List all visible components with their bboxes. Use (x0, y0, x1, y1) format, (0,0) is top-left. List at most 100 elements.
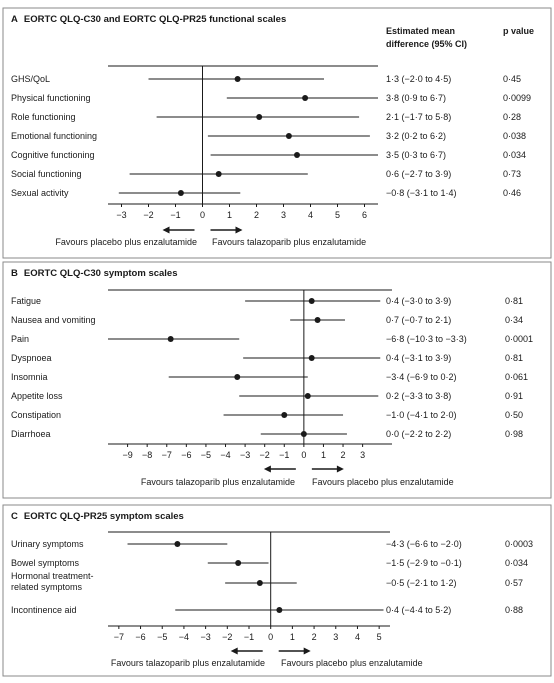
row-label: Incontinence aid (11, 605, 77, 615)
favours-left-arrow-head (263, 465, 271, 473)
x-tick-label: −1 (170, 210, 180, 220)
p-value: 0·91 (505, 391, 523, 401)
point-estimate (281, 412, 288, 418)
point-estimate (276, 607, 283, 613)
panel-title-text: EORTC QLQ-C30 and EORTC QLQ-PR25 functio… (24, 14, 286, 25)
estimate-ci-text: 0·7 (−0·7 to 2·1) (386, 315, 451, 325)
estimate-ci-text: 0·0 (−2·2 to 2·2) (386, 429, 451, 439)
x-tick-label: −7 (114, 632, 124, 642)
point-estimate (167, 336, 174, 342)
p-value: 0·81 (505, 353, 523, 363)
row-label: Role functioning (11, 112, 76, 122)
x-tick-label: −1 (279, 450, 289, 460)
panel-title-text: EORTC QLQ-C30 symptom scales (24, 268, 178, 279)
row-label: Urinary symptoms (11, 539, 84, 549)
column-header-p-value: p value (503, 26, 534, 36)
p-value: 0·45 (503, 74, 521, 84)
x-tick-label: 5 (377, 632, 382, 642)
forest-row: Fatigue 0·4 (−3·0 to 3·9) 0·81 (11, 296, 523, 306)
estimate-ci-text: 3·5 (0·3 to 6·7) (386, 150, 446, 160)
row-label: Sexual activity (11, 188, 69, 198)
forest-row: Cognitive functioning 3·5 (0·3 to 6·7) 0·0… (11, 150, 526, 160)
x-tick-label: 0 (301, 450, 306, 460)
forest-row: Insomnia −3·4 (−6·9 to 0·2) 0·061 (11, 372, 528, 382)
point-estimate (294, 152, 300, 158)
p-value: 0·0001 (505, 334, 533, 344)
forest-row: Social functioning 0·6 (−2·7 to 3·9) 0·73 (11, 169, 521, 179)
favours-right-label: Favours placebo plus enzalutamide (281, 658, 423, 668)
x-tick-label: −1 (244, 632, 254, 642)
column-header-estimate: difference (95% CI) (386, 39, 467, 49)
row-label: Nausea and vomiting (11, 315, 96, 325)
row-label: related symptoms (11, 582, 83, 592)
row-label: Pain (11, 334, 29, 344)
panel-letter: C (11, 511, 18, 522)
point-estimate (177, 190, 184, 196)
point-estimate (234, 76, 241, 82)
estimate-ci-text: 0·6 (−2·7 to 3·9) (386, 169, 451, 179)
estimate-ci-text: −1·0 (−4·1 to 2·0) (386, 410, 457, 420)
x-tick-label: 4 (355, 632, 360, 642)
x-tick-label: −4 (220, 450, 230, 460)
forest-row: Urinary symptoms −4·3 (−6·6 to −2·0) 0·000… (11, 539, 533, 549)
panel-a: A EORTC QLQ-C30 and EORTC QLQ-PR25 functi… (2, 7, 552, 259)
row-label: Fatigue (11, 296, 41, 306)
p-value: 0·034 (503, 150, 526, 160)
x-tick-label: 3 (281, 210, 286, 220)
point-estimate (308, 355, 315, 361)
estimate-ci-text: 0·4 (−4·4 to 5·2) (386, 605, 451, 615)
row-label: Diarrhoea (11, 429, 51, 439)
panel-letter: A (11, 14, 18, 25)
favours-right-label: Favours placebo plus enzalutamide (312, 477, 454, 487)
x-tick-label: 0 (268, 632, 273, 642)
x-tick-label: 2 (254, 210, 259, 220)
p-value: 0·061 (505, 372, 528, 382)
favours-left-arrow-head (162, 226, 170, 234)
x-tick-label: 3 (360, 450, 365, 460)
forest-row: Physical functioning 3·8 (0·9 to 6·7) 0·00… (11, 93, 531, 103)
point-estimate (285, 133, 292, 139)
x-tick-label: −8 (142, 450, 152, 460)
forest-row: Bowel symptoms −1·5 (−2·9 to −0·1) 0·034 (11, 558, 528, 568)
row-label: Social functioning (11, 169, 82, 179)
point-estimate (314, 317, 321, 323)
p-value: 0·57 (505, 578, 523, 588)
row-label: Insomnia (11, 372, 48, 382)
x-tick-label: 1 (227, 210, 232, 220)
x-tick-label: −9 (122, 450, 132, 460)
panel-title: A EORTC QLQ-C30 and EORTC QLQ-PR25 functi… (11, 14, 286, 25)
favours-right-arrow-head (336, 465, 344, 473)
estimate-ci-text: 0·4 (−3·1 to 3·9) (386, 353, 451, 363)
x-tick-label: −4 (179, 632, 189, 642)
row-label: GHS/QoL (11, 74, 50, 84)
point-estimate (174, 541, 181, 547)
estimate-ci-text: −6·8 (−10·3 to −3·3) (386, 334, 467, 344)
row-label: Appetite loss (11, 391, 63, 401)
favours-left-label: Favours placebo plus enzalutamide (55, 237, 197, 247)
forest-row: Appetite loss 0·2 (−3·3 to 3·8) 0·91 (11, 391, 523, 401)
forest-row: Constipation −1·0 (−4·1 to 2·0) 0·50 (11, 410, 523, 420)
panel-title: C EORTC QLQ-PR25 symptom scales (11, 511, 184, 522)
estimate-ci-text: −0·5 (−2·1 to 1·2) (386, 578, 457, 588)
point-estimate (256, 114, 263, 120)
favours-left-label: Favours talazoparib plus enzalutamide (111, 658, 265, 668)
forest-row: Role functioning 2·1 (−1·7 to 5·8) 0·28 (11, 112, 521, 122)
p-value: 0·038 (503, 131, 526, 141)
point-estimate (302, 95, 309, 101)
panel-border (2, 261, 552, 499)
x-tick-label: −5 (201, 450, 211, 460)
point-estimate (308, 298, 315, 304)
estimate-ci-text: 3·2 (0·2 to 6·2) (386, 131, 446, 141)
estimate-ci-text: 1·3 (−2·0 to 4·5) (386, 74, 451, 84)
x-tick-label: −3 (116, 210, 126, 220)
x-tick-label: −7 (162, 450, 172, 460)
favours-right-label: Favours talazoparib plus enzalutamide (212, 237, 366, 247)
forest-row: Hormonal treatment-related symptoms −0·5 … (11, 571, 523, 592)
panel-letter: B (11, 268, 18, 279)
x-tick-label: −6 (135, 632, 145, 642)
column-header-estimate: Estimated mean (386, 26, 455, 36)
forest-row: Incontinence aid 0·4 (−4·4 to 5·2) 0·88 (11, 605, 523, 615)
favours-right-arrow-head (303, 647, 311, 655)
estimate-ci-text: −1·5 (−2·9 to −0·1) (386, 558, 462, 568)
